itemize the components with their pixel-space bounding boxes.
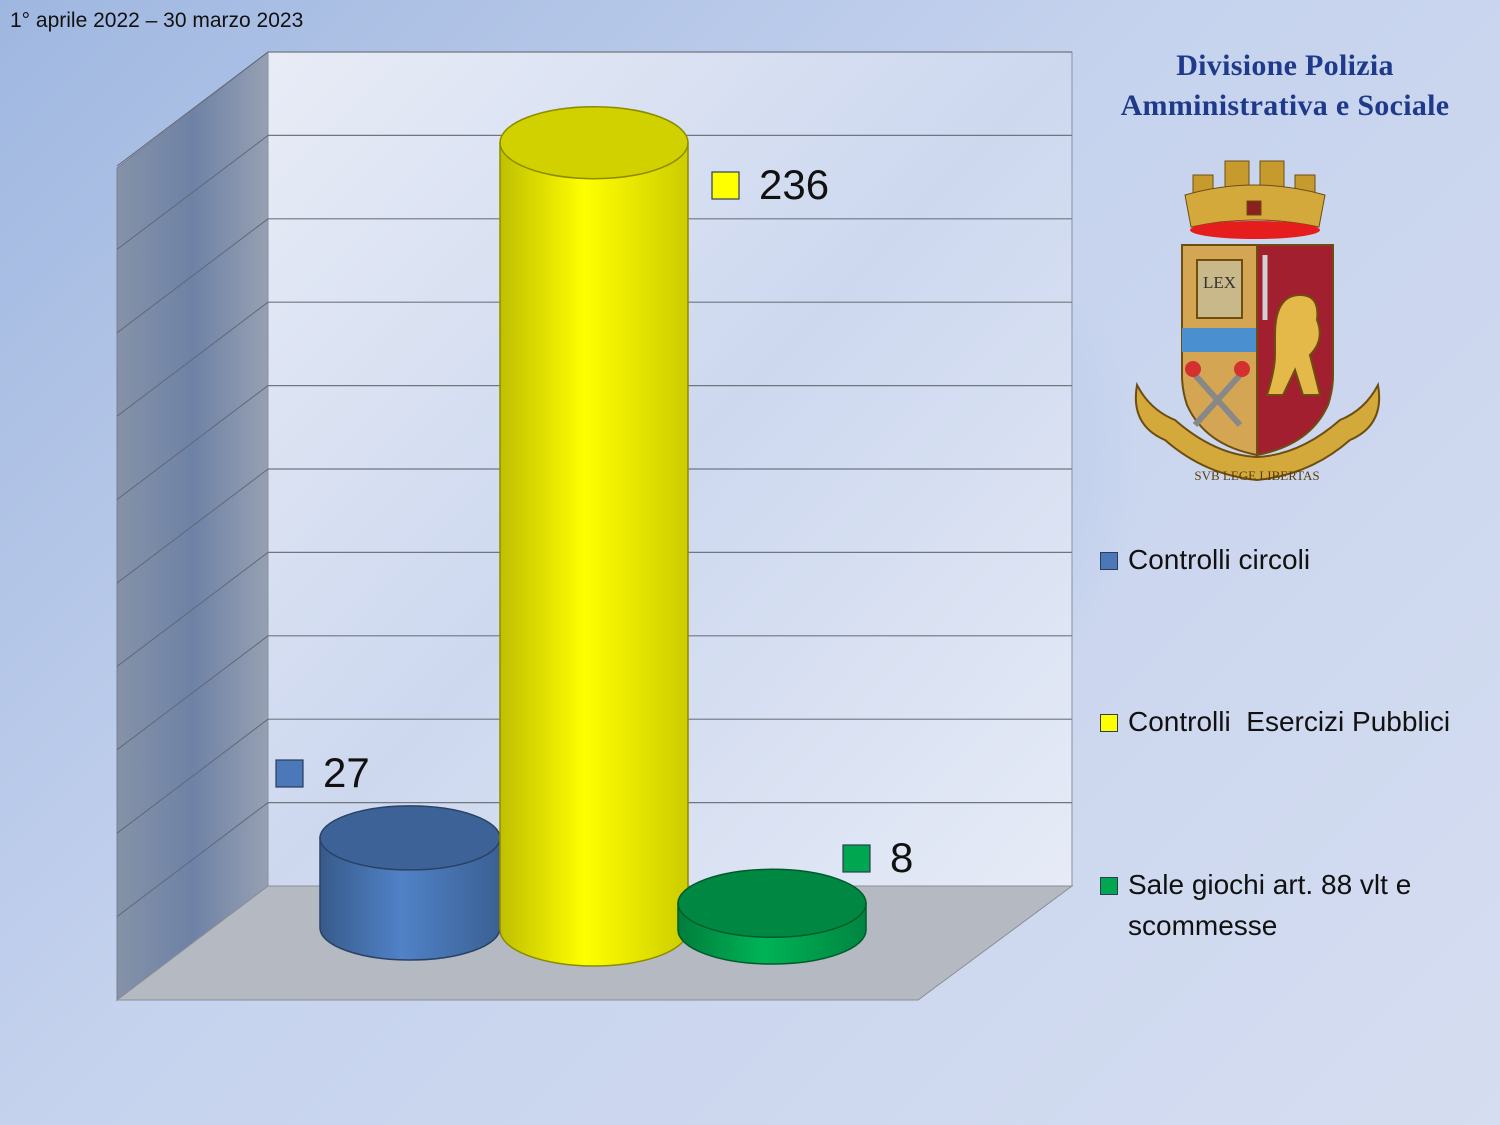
bar-1 bbox=[499, 105, 689, 967]
data-label-text: 8 bbox=[890, 834, 913, 881]
date-range: 1° aprile 2022 – 30 marzo 2023 bbox=[10, 9, 304, 32]
polizia-di-stato-crest-icon: LEX SVB LEGE LIBERTAS bbox=[1134, 160, 1381, 483]
bar-body bbox=[319, 837, 501, 961]
data-label-swatch bbox=[711, 171, 740, 200]
legend-swatch bbox=[1100, 552, 1118, 570]
data-label-1: 236 bbox=[711, 161, 829, 208]
lion-icon bbox=[1265, 293, 1322, 396]
bar-chart: 27 236 8 bbox=[115, 50, 1074, 1002]
legend-swatch bbox=[1100, 714, 1118, 732]
division-title-line2: Amministrativa e Sociale bbox=[1120, 89, 1450, 122]
legend-swatch bbox=[1100, 877, 1118, 895]
bar-0 bbox=[319, 805, 501, 961]
legend-item-circoli: Controlli circoli bbox=[1100, 539, 1310, 580]
legend-label: Sale giochi art. 88 vlt e scommesse bbox=[1128, 869, 1412, 941]
bar-top bbox=[499, 105, 689, 180]
legend-label: Controlli Esercizi Pubblici bbox=[1128, 706, 1451, 737]
data-label-0: 27 bbox=[275, 749, 370, 796]
motto-text: SVB LEGE LIBERTAS bbox=[1194, 468, 1319, 483]
crown-icon bbox=[1184, 160, 1326, 239]
legend-label: Controlli circoli bbox=[1128, 544, 1311, 575]
data-label-2: 8 bbox=[842, 834, 913, 881]
data-label-text: 236 bbox=[759, 161, 829, 208]
gridline bbox=[116, 51, 1072, 167]
bar-top bbox=[319, 805, 501, 871]
data-label-swatch bbox=[842, 844, 871, 873]
bar-2 bbox=[677, 868, 867, 965]
bar-top bbox=[677, 868, 867, 939]
ribbon-icon bbox=[1134, 381, 1381, 482]
data-label-swatch bbox=[275, 759, 304, 788]
torches-icon bbox=[1185, 361, 1250, 428]
legend-item-sale-giochi: Sale giochi art. 88 vlt e scommesse bbox=[1100, 864, 1460, 946]
division-title-line1: Divisione Polizia bbox=[1176, 49, 1394, 82]
legend-item-esercizi-pubblici: Controlli Esercizi Pubblici bbox=[1100, 701, 1450, 742]
division-title: Divisione Polizia Amministrativa e Socia… bbox=[1090, 46, 1480, 126]
bar-body bbox=[499, 141, 689, 967]
book-text: LEX bbox=[1203, 273, 1236, 292]
book-icon bbox=[1196, 259, 1243, 319]
data-label-text: 27 bbox=[323, 749, 370, 796]
